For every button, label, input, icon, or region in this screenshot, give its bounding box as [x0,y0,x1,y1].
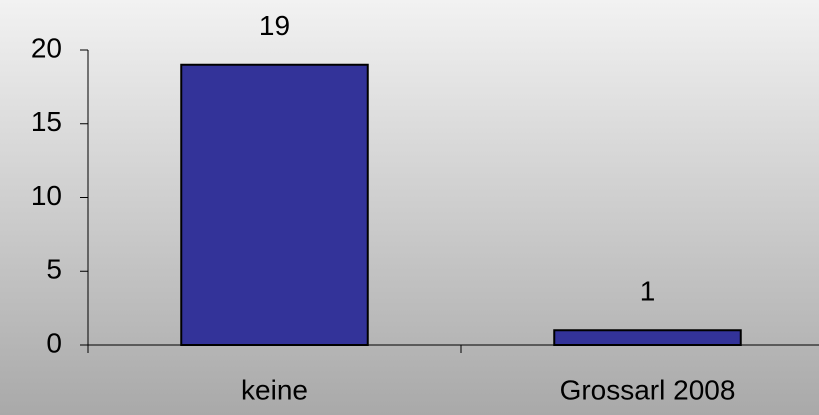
x-tick-label: keine [241,374,308,405]
x-tick-label: Grossarl 2008 [560,374,736,405]
bar [180,63,369,346]
y-tick-label: 5 [46,254,62,285]
y-tick-label: 20 [31,32,62,63]
y-tick-label: 0 [46,327,62,358]
data-label: 1 [640,276,656,307]
y-tick-label: 10 [31,180,62,211]
data-label: 19 [259,10,290,41]
y-tick-label: 15 [31,106,62,137]
bar [553,329,742,346]
